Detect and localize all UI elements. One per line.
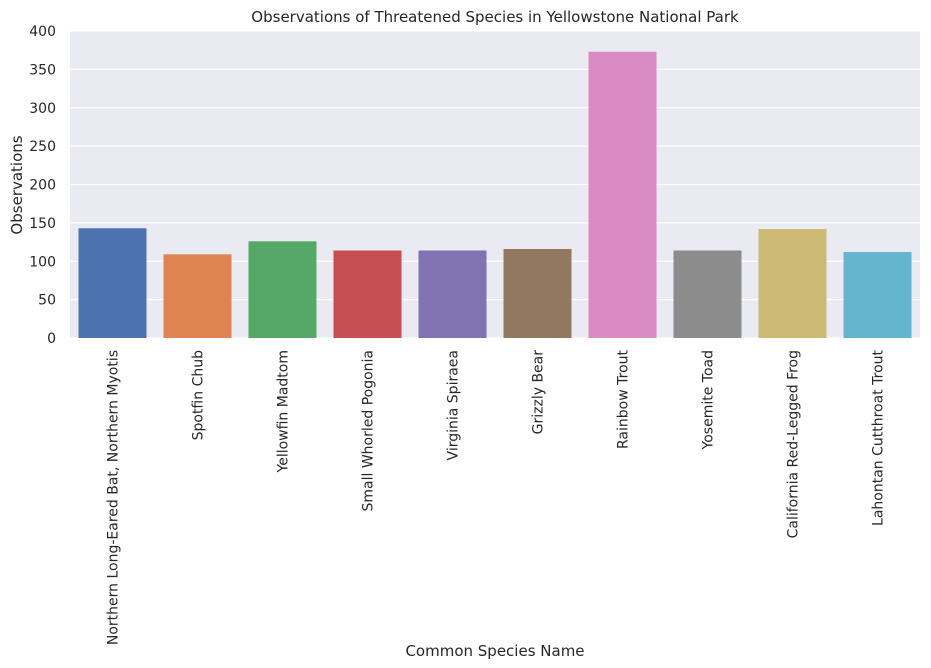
x-axis-ticks: Northern Long-Eared Bat, Northern Myotis… <box>106 349 887 645</box>
chart-title: Observations of Threatened Species in Ye… <box>251 8 739 26</box>
x-tick-label: Yosemite Toad <box>701 350 717 450</box>
bar <box>248 241 317 338</box>
x-tick-label: Small Whorled Pogonia <box>361 350 377 512</box>
x-tick-label: Lahontan Cutthroat Trout <box>871 349 887 525</box>
x-tick-label: Spotfin Chub <box>191 350 207 440</box>
bar <box>78 228 147 338</box>
y-tick-label: 300 <box>29 101 56 117</box>
y-tick-label: 100 <box>29 254 56 270</box>
x-tick-label: California Red-Legged Frog <box>786 350 802 538</box>
bar <box>503 248 572 338</box>
y-tick-label: 350 <box>29 62 56 78</box>
y-tick-label: 0 <box>47 331 56 347</box>
y-tick-label: 50 <box>38 293 56 309</box>
x-tick-label: Northern Long-Eared Bat, Northern Myotis <box>106 350 122 645</box>
bar <box>758 229 827 338</box>
x-axis-title: Common Species Name <box>405 642 584 660</box>
bar <box>843 252 912 338</box>
y-tick-label: 250 <box>29 139 56 155</box>
y-tick-label: 200 <box>29 178 56 194</box>
y-axis-title: Observations <box>8 135 26 234</box>
bar <box>673 250 742 338</box>
y-axis-ticks: 0 50 100 150 200 250 300 350 400 <box>29 24 56 347</box>
x-tick-label: Rainbow Trout <box>616 349 632 448</box>
x-tick-label: Virginia Spiraea <box>446 350 462 460</box>
bar <box>333 250 402 338</box>
bar <box>163 254 232 338</box>
x-tick-label: Grizzly Bear <box>531 350 547 435</box>
bar <box>588 51 657 338</box>
y-tick-label: 150 <box>29 216 56 232</box>
x-tick-label: Yellowfin Madtom <box>276 350 292 473</box>
bars <box>78 51 912 338</box>
bar <box>418 250 487 338</box>
y-tick-label: 400 <box>29 24 56 40</box>
